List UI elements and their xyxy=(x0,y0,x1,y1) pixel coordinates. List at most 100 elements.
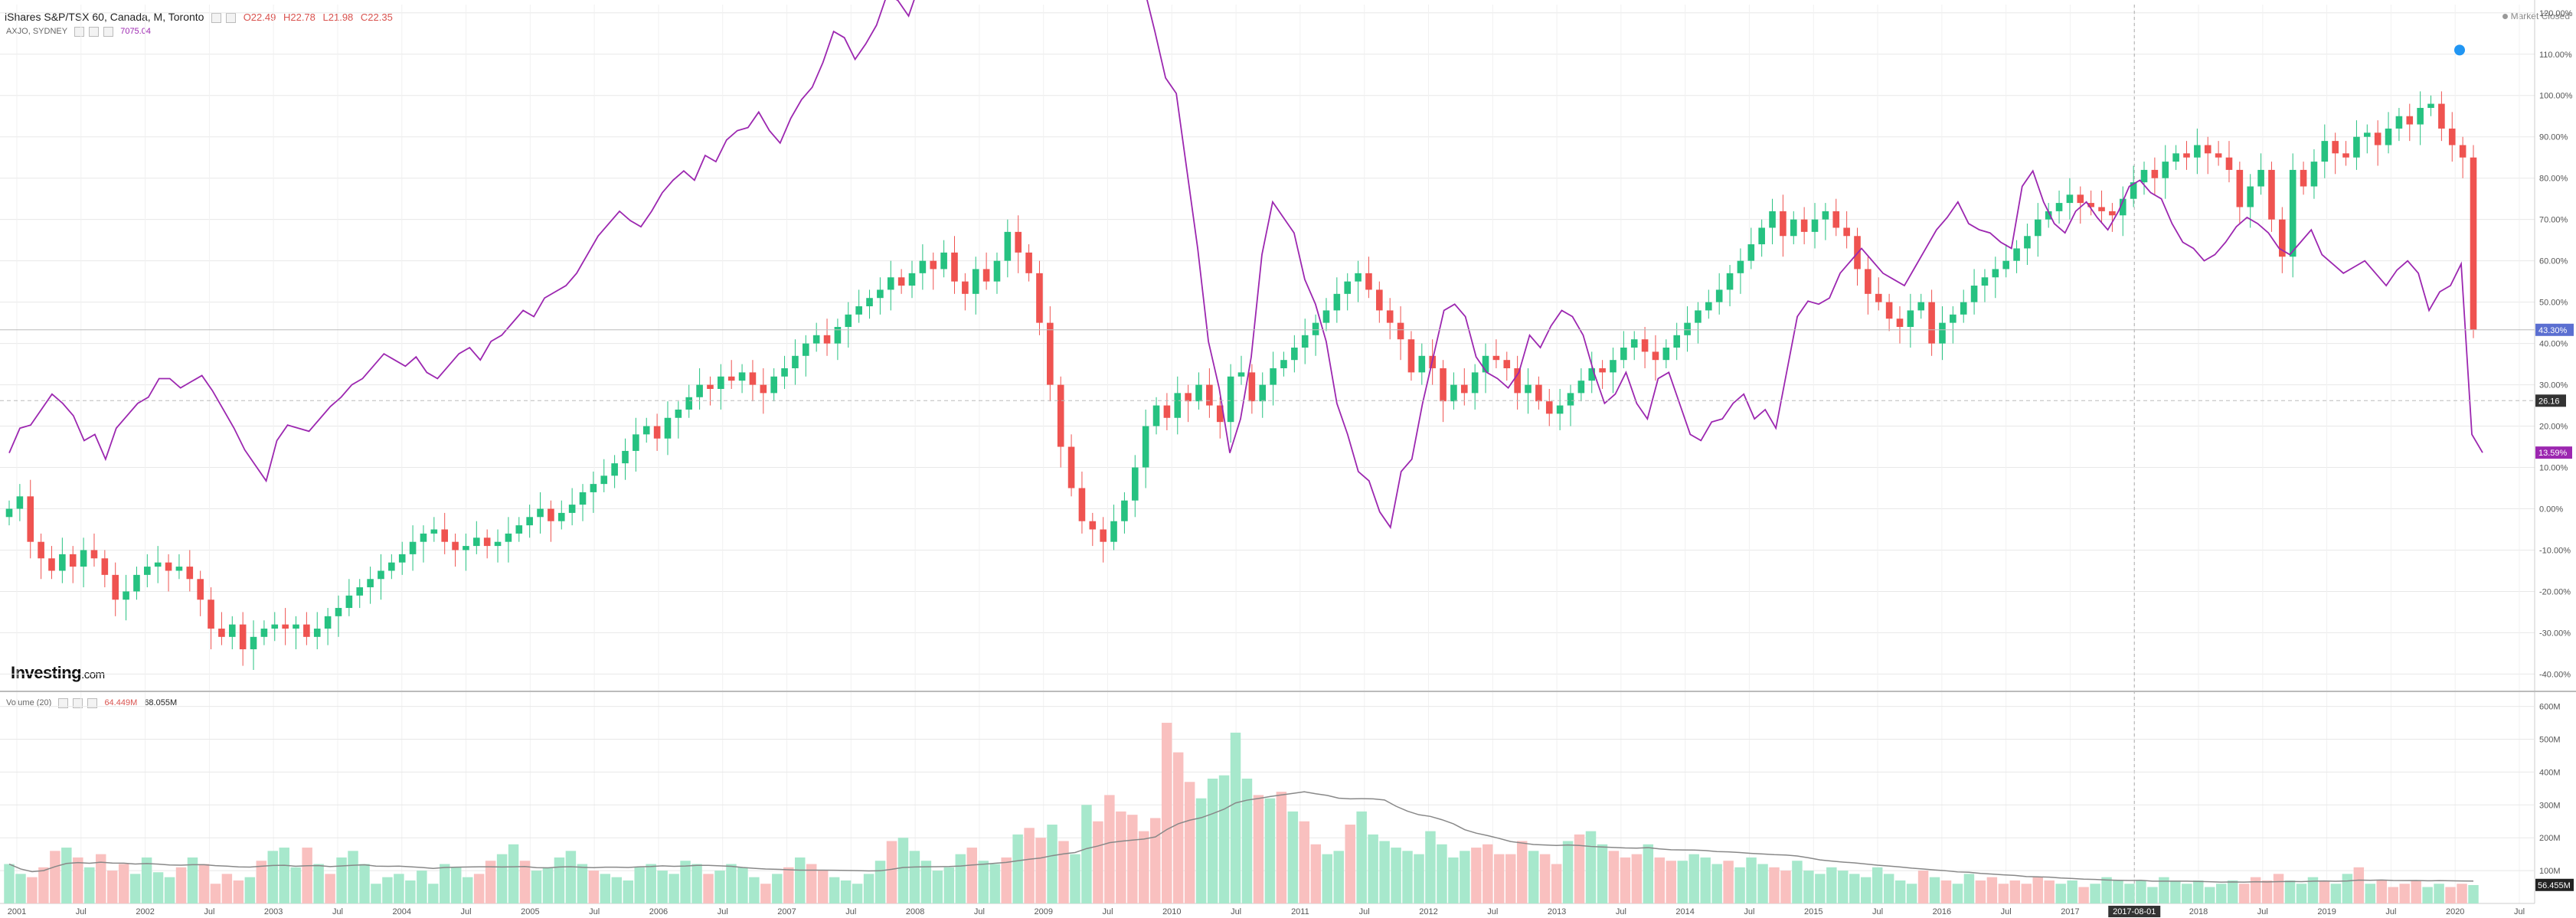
x-tick-label: Jul xyxy=(1231,907,1241,916)
hide-icon[interactable] xyxy=(211,13,222,24)
volume-bar xyxy=(1047,825,1058,903)
candle-body xyxy=(1970,286,1978,302)
candle-body xyxy=(1907,310,1914,328)
candle-body xyxy=(633,434,639,451)
investing-logo: Investing.com xyxy=(11,663,105,682)
candle-body xyxy=(1875,293,1882,302)
volume-bar xyxy=(2376,880,2387,903)
volume-label[interactable]: Volume (20) xyxy=(6,698,52,708)
volume-bar xyxy=(2009,880,2021,903)
candle-body xyxy=(1100,529,1107,542)
hide-icon[interactable] xyxy=(74,27,85,37)
x-tick-label: Jul xyxy=(204,907,214,916)
compare-header: AXJO, SYDNEY 7075.04 xyxy=(6,27,155,37)
close-icon[interactable] xyxy=(103,27,114,37)
x-tick-label: Jul xyxy=(76,907,87,916)
candle-body xyxy=(313,629,321,637)
candle-body xyxy=(2225,157,2233,170)
x-tick-label: 2012 xyxy=(1419,907,1437,916)
volume-bar xyxy=(1241,778,1253,903)
candle-body xyxy=(398,554,406,563)
volume-bar xyxy=(27,877,38,903)
candle-body xyxy=(1747,244,1755,261)
candle-body xyxy=(1535,384,1542,402)
candle-body xyxy=(112,574,119,600)
y-tick-label: 30.00% xyxy=(2539,381,2568,390)
y-tick-label: 40.00% xyxy=(2539,340,2568,349)
volume-bar xyxy=(152,872,164,903)
candle-body xyxy=(1152,405,1160,426)
volume-bar xyxy=(669,874,679,903)
volume-ma-line xyxy=(8,791,2474,883)
volume-bar xyxy=(1070,854,1080,903)
volume-bar xyxy=(1883,874,1894,903)
close-icon[interactable] xyxy=(87,698,98,708)
x-tick-label: Jul xyxy=(1872,907,1883,916)
y-tick-label: 80.00% xyxy=(2539,175,2568,184)
volume-bar xyxy=(1322,854,1332,903)
volume-bar xyxy=(496,854,508,903)
volume-bar xyxy=(852,884,863,903)
settings-icon[interactable] xyxy=(73,698,83,708)
volume-bar xyxy=(1012,834,1023,903)
symbol-title[interactable]: iShares S&P/TSX 60, Canada, M, Toronto xyxy=(5,11,204,23)
compare-symbol[interactable]: AXJO, SYDNEY xyxy=(6,27,68,37)
volume-bar xyxy=(106,871,118,903)
volume-bar xyxy=(874,861,886,903)
volume-bar xyxy=(2193,880,2204,903)
candle-body xyxy=(919,260,927,273)
settings-icon[interactable] xyxy=(226,13,237,24)
volume-bar xyxy=(1539,854,1551,903)
y-tick-label: 0.00% xyxy=(2539,505,2563,515)
hide-icon[interactable] xyxy=(58,698,69,708)
candle-body xyxy=(1355,273,1362,282)
candle-body xyxy=(1450,384,1457,402)
candle-body xyxy=(1206,384,1213,406)
volume-bar xyxy=(1688,854,1699,903)
volume-bar xyxy=(2411,880,2421,903)
candle-body xyxy=(2332,141,2339,154)
volume-bar xyxy=(978,861,989,903)
volume-bar xyxy=(1528,851,1539,903)
volume-bar xyxy=(1700,857,1711,903)
candle-body xyxy=(1047,322,1054,385)
volume-bar xyxy=(2365,884,2376,903)
candle-body xyxy=(2109,211,2116,216)
x-tick-label: 2005 xyxy=(521,907,539,916)
candle-body xyxy=(1397,322,1404,340)
volume-bar xyxy=(336,857,347,903)
candle-body xyxy=(1928,302,1935,344)
candle-body xyxy=(324,616,332,629)
candle-body xyxy=(1270,368,1277,385)
volume-header: Volume (20) 64.449M 68.055M xyxy=(6,698,181,708)
volume-bar xyxy=(1620,857,1631,903)
x-tick-label: Jul xyxy=(1744,907,1754,916)
volume-bar xyxy=(61,848,72,903)
candle-body xyxy=(1652,351,1659,361)
candle-body xyxy=(409,541,417,554)
volume-bar xyxy=(2205,887,2215,903)
candle-body xyxy=(69,554,77,567)
candle-body xyxy=(908,273,916,286)
x-tick-label: 2013 xyxy=(1548,907,1566,916)
volume-bar xyxy=(2342,874,2353,903)
last-price-label: 43.30% xyxy=(2538,326,2568,335)
volume-bar xyxy=(2182,884,2192,903)
candle-body xyxy=(144,567,151,575)
candle-body xyxy=(642,426,650,435)
x-tick-label: 2011 xyxy=(1291,907,1309,916)
candle-body xyxy=(123,591,129,600)
volume-bar xyxy=(1872,867,1883,903)
volume-bar xyxy=(1139,831,1149,903)
volume-bar xyxy=(2227,880,2238,903)
settings-icon[interactable] xyxy=(89,27,100,37)
candle-body xyxy=(1726,273,1734,290)
candle-body xyxy=(1418,355,1426,373)
candle-body xyxy=(1280,360,1287,368)
y-tick-label: -30.00% xyxy=(2539,629,2571,638)
volume-bar xyxy=(863,874,874,903)
volume-bar xyxy=(1734,867,1745,903)
y-tick-label: 70.00% xyxy=(2539,216,2568,225)
candle-body xyxy=(1885,302,1893,319)
